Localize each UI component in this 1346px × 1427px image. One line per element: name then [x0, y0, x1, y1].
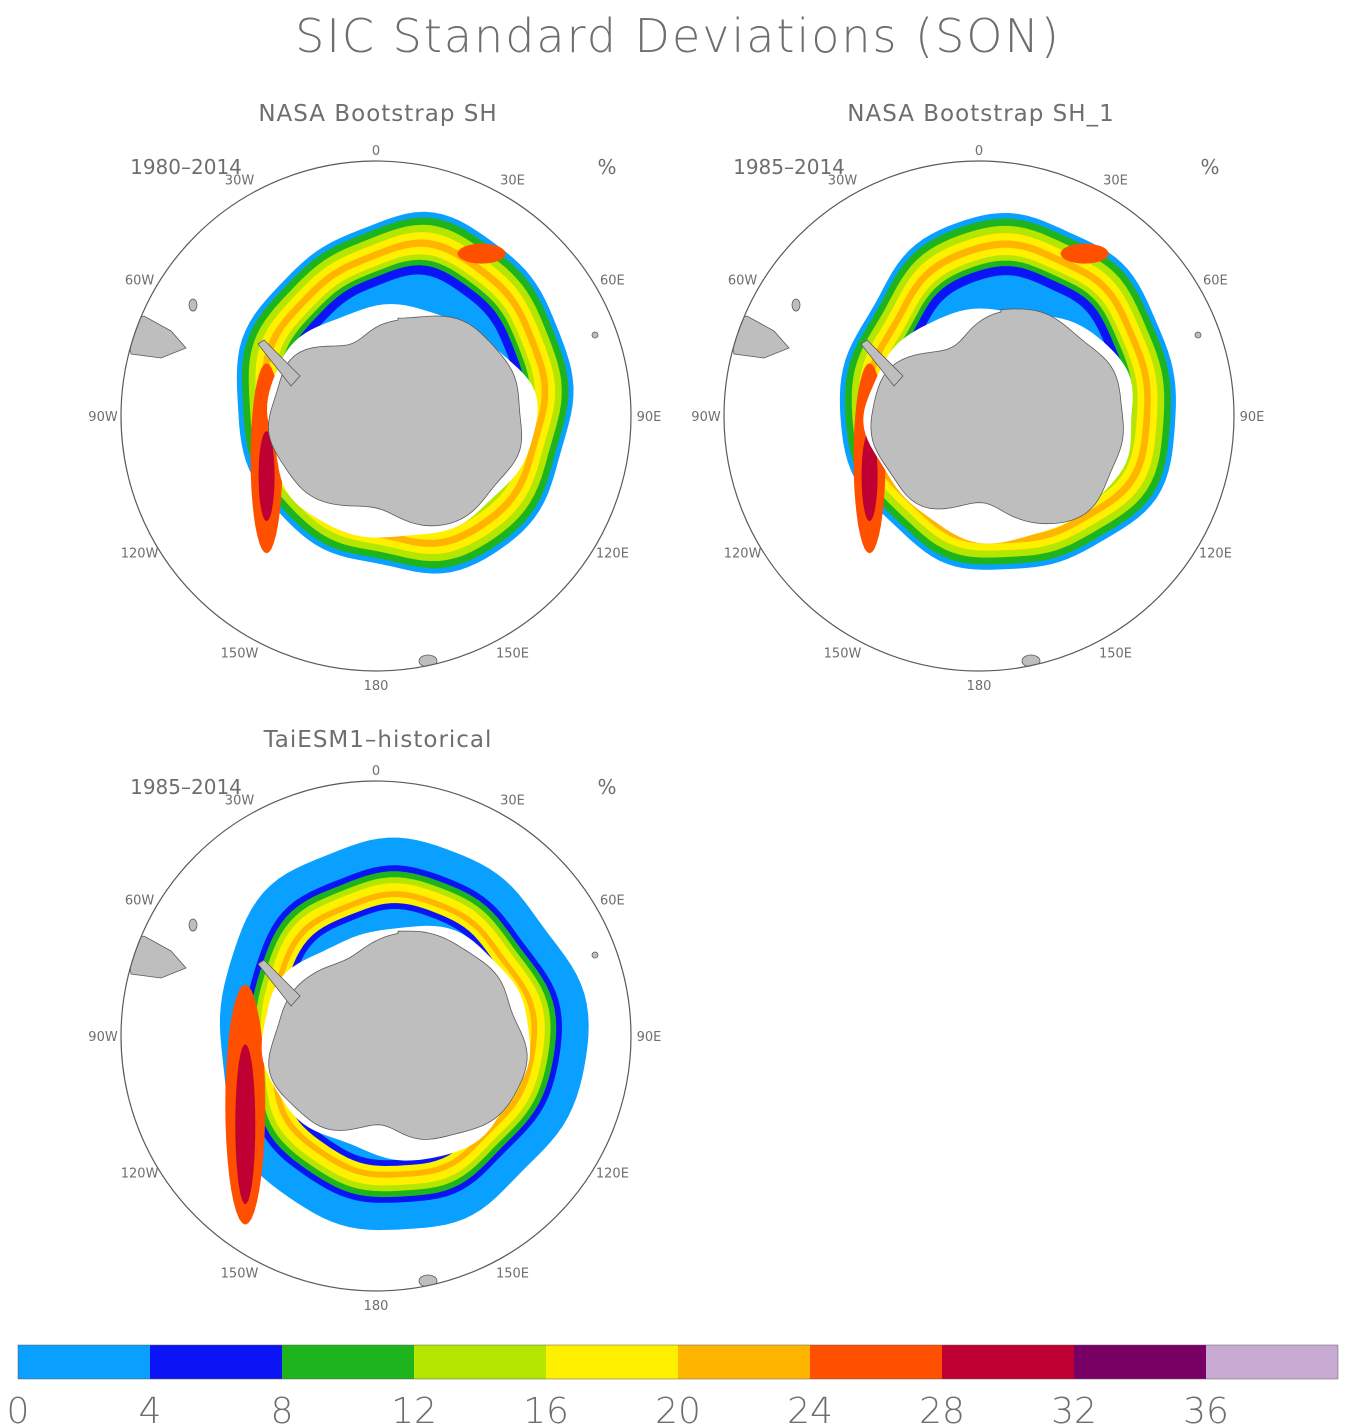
lon-label: 150W	[221, 646, 259, 661]
colorbar-tick-label: 36	[1183, 1391, 1229, 1427]
panel-title: TaiESM1–historical	[263, 727, 493, 753]
map-panels: NASA Bootstrap SH 1980–2014 % 0 30E 60E 90E 120…	[88, 101, 1264, 1314]
lon-label: 0	[372, 144, 380, 159]
lon-label: 90E	[637, 1030, 662, 1045]
panel-title: NASA Bootstrap SH_1	[847, 101, 1114, 127]
lon-label: 180	[364, 1299, 389, 1314]
map-boundary	[120, 780, 632, 1292]
antarctic-peninsula	[257, 339, 301, 387]
lon-label: 180	[364, 679, 389, 694]
lon-label: 150W	[221, 1266, 259, 1281]
lon-label: 90W	[88, 1030, 118, 1045]
lon-label: 60E	[1203, 274, 1228, 289]
colorbar-tick-label: 32	[1051, 1391, 1097, 1427]
falkland-islands	[188, 918, 198, 932]
falkland-islands	[188, 298, 198, 312]
colorbar-segment	[18, 1345, 150, 1379]
colorbar-tick-label: 0	[7, 1391, 30, 1427]
antarctica-land	[267, 315, 522, 527]
sea-ice-field	[728, 213, 1202, 668]
lon-label: 30E	[500, 794, 525, 809]
kerguelen-island	[591, 951, 599, 959]
colorbar-tick-label: 12	[391, 1391, 437, 1427]
lon-label: 150E	[496, 1266, 529, 1281]
lon-label: 60W	[125, 274, 155, 289]
colorbar-tick-label: 28	[919, 1391, 965, 1427]
lon-label: 30E	[500, 174, 525, 189]
lon-label: 150E	[496, 646, 529, 661]
hotspot-west-core	[258, 431, 275, 522]
colorbar-tick-label: 16	[523, 1391, 569, 1427]
colorbar-tick-label: 4	[139, 1391, 162, 1427]
colorbar-frame	[17, 1344, 1339, 1380]
colorbar-segment	[1074, 1345, 1206, 1379]
lon-label: 60E	[600, 894, 625, 909]
panel-units: %	[597, 155, 616, 179]
lon-label: 60E	[600, 274, 625, 289]
map-panel-2: NASA Bootstrap SH_1 1985–2014 % 0 30E 60E 90E 1…	[691, 101, 1264, 694]
hotspot-west-core	[235, 1044, 256, 1205]
lon-label: 0	[975, 144, 983, 159]
antarctica-land	[268, 930, 528, 1140]
colorbar-segment	[546, 1345, 678, 1379]
map-panel-1: NASA Bootstrap SH 1980–2014 % 0 30E 60E 90E 120…	[88, 101, 661, 694]
panel-period: 1985–2014	[130, 775, 242, 799]
colorbar-segment	[678, 1345, 810, 1379]
map-boundary	[723, 160, 1235, 672]
lon-label: 60W	[728, 274, 758, 289]
hotspot-northeast	[457, 243, 506, 264]
antarctica-land	[870, 308, 1124, 525]
hotspot-northeast	[1060, 243, 1109, 264]
south-america-land	[125, 935, 187, 979]
hotspot-west-core	[861, 431, 878, 522]
lon-label: 120E	[596, 1167, 629, 1182]
colorbar-segment	[942, 1345, 1074, 1379]
lon-label: 90W	[88, 410, 118, 425]
south-america-land	[125, 315, 187, 359]
lon-label: 30W	[225, 794, 255, 809]
lon-label: 0	[372, 764, 380, 779]
main-title: SIC Standard Deviations (SON)	[295, 9, 1061, 63]
panel-period: 1985–2014	[733, 155, 845, 179]
panel-period: 1980–2014	[130, 155, 242, 179]
lon-label: 120E	[596, 547, 629, 562]
panel-title: NASA Bootstrap SH	[258, 101, 497, 127]
kerguelen-island	[1194, 331, 1202, 339]
lon-label: 90E	[1240, 410, 1265, 425]
lon-label: 90W	[691, 410, 721, 425]
map-boundary	[120, 160, 632, 672]
sea-ice-field	[125, 837, 599, 1288]
colorbar-tick-label: 20	[655, 1391, 701, 1427]
antarctic-peninsula	[860, 339, 904, 387]
lon-label: 120W	[724, 547, 762, 562]
kerguelen-island	[591, 331, 599, 339]
antarctic-peninsula	[257, 959, 301, 1007]
lon-label: 60W	[125, 894, 155, 909]
colorbar-segment	[282, 1345, 414, 1379]
lon-label: 150W	[824, 646, 862, 661]
lon-label: 90E	[637, 410, 662, 425]
colorbar-segment	[414, 1345, 546, 1379]
lon-label: 120W	[121, 547, 159, 562]
colorbar-segment	[810, 1345, 942, 1379]
lon-label: 120E	[1199, 547, 1232, 562]
falkland-islands	[791, 298, 801, 312]
colorbar-tick-label: 24	[787, 1391, 833, 1427]
panel-units: %	[1200, 155, 1219, 179]
panel-units: %	[597, 775, 616, 799]
colorbar-tick-label: 8	[271, 1391, 294, 1427]
lon-label: 30W	[828, 174, 858, 189]
lon-label: 30E	[1103, 174, 1128, 189]
lon-label: 120W	[121, 1167, 159, 1182]
map-panel-3: TaiESM1–historical 1985–2014 % 0 30E 60E 90E 12…	[88, 727, 661, 1314]
colorbar-segment	[1206, 1345, 1338, 1379]
colorbar: 0 4 8 12 16 20 24 28 32 36	[7, 1344, 1339, 1427]
colorbar-segment	[150, 1345, 282, 1379]
sea-ice-field	[125, 211, 599, 668]
lon-label: 30W	[225, 174, 255, 189]
lon-label: 150E	[1099, 646, 1132, 661]
lon-label: 180	[967, 679, 992, 694]
south-america-land	[728, 315, 790, 359]
